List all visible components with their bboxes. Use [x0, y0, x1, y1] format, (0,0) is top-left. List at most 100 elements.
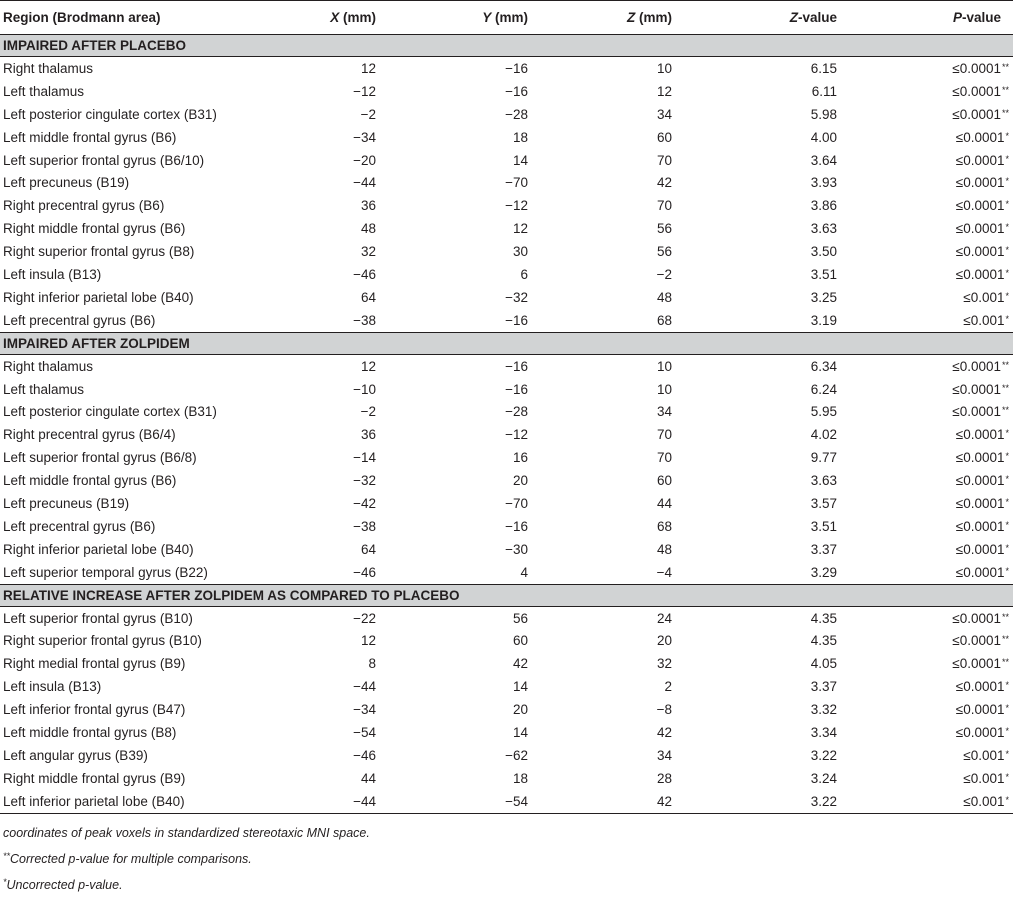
results-table: Region (Brodmann area) X (mm) Y (mm) Z (…: [0, 0, 1013, 814]
table-row: Right middle frontal gyrus (B9) 44 18 28 3.2…: [0, 767, 1013, 790]
cell-z: 70: [656, 450, 672, 466]
cell-region: Left thalamus: [3, 83, 85, 99]
header-p-var: P: [952, 10, 962, 25]
footnote-coordinates: coordinates of peak voxels in standardiz…: [3, 825, 370, 840]
cell-y: 42: [512, 656, 528, 672]
cell-p-value: ≤0.0001**: [841, 606, 1013, 629]
significance-mark: *: [1005, 222, 1009, 233]
cell-region: Right middle frontal gyrus (B9): [3, 770, 186, 786]
cell-x: 64: [360, 541, 376, 557]
cell-p-value: ≤0.0001*: [841, 217, 1013, 240]
cell-x: 8: [368, 656, 376, 672]
cell-region: Left insula (B13): [3, 266, 102, 282]
cell-region: Left middle frontal gyrus (B8): [3, 724, 177, 740]
significance-mark: **: [1001, 382, 1009, 393]
section-row: IMPAIRED AFTER PLACEBO: [0, 34, 1013, 57]
cell-z: 10: [656, 381, 672, 397]
cell-y: −16: [505, 518, 528, 534]
cell-region: Left insula (B13): [3, 679, 102, 695]
section-row: IMPAIRED AFTER ZOLPIDEM: [0, 331, 1013, 355]
cell-z: −4: [532, 560, 676, 585]
significance-mark: **: [1001, 657, 1009, 668]
cell-x: −12: [353, 83, 376, 99]
significance-mark: *: [1005, 542, 1009, 553]
p-value-text: ≤0.0001: [955, 724, 1005, 740]
table-row: Left superior frontal gyrus (B10) −22 56 24…: [0, 606, 1013, 629]
cell-p-value: ≤0.0001**: [841, 103, 1013, 126]
footnote-corrected-text: Corrected p-value for multiple compariso…: [10, 851, 252, 866]
footnote-uncorrected: *Uncorrected p-value.: [3, 871, 1013, 897]
cell-y: −28: [505, 404, 528, 420]
cell-x: −38: [300, 308, 380, 333]
cell-x: 36: [360, 198, 376, 214]
cell-x: −42: [353, 495, 376, 511]
table-row: Left posterior cingulate cortex (B31) −2 −…: [0, 103, 1013, 126]
cell-y: −16: [505, 83, 528, 99]
cell-z-value: 3.86: [810, 198, 837, 214]
significance-mark: *: [1005, 176, 1009, 187]
table-row: Left inferior parietal lobe (B40) −44 −54 4…: [0, 789, 1013, 814]
cell-y: −12: [505, 427, 528, 443]
header-row: Region (Brodmann area) X (mm) Y (mm) Z (…: [0, 0, 1013, 35]
cell-z-value: 3.19: [676, 308, 841, 333]
significance-mark: *: [1005, 313, 1009, 324]
header-p-value: P-value: [841, 0, 1013, 35]
cell-z-value: 3.37: [810, 541, 837, 557]
p-value-text: ≤0.0001: [952, 60, 1001, 76]
header-y-unit: (mm): [491, 10, 528, 25]
p-value-text: ≤0.001: [963, 770, 1005, 786]
cell-p-value: ≤0.0001**: [841, 652, 1013, 675]
cell-z: 34: [656, 747, 672, 763]
cell-p-value: ≤0.0001*: [841, 149, 1013, 172]
cell-region: Right thalamus: [3, 358, 94, 374]
p-value-text: ≤0.0001: [955, 564, 1005, 580]
cell-y: 18: [512, 129, 528, 145]
significance-mark: **: [1001, 107, 1009, 118]
cell-y: 14: [512, 724, 528, 740]
header-zv-var: Z: [789, 10, 798, 25]
p-value-text: ≤0.0001: [952, 358, 1001, 374]
p-value-text: ≤0.0001: [952, 656, 1001, 672]
cell-region: Left middle frontal gyrus (B6): [3, 473, 177, 489]
footnote-corrected: **Corrected p-value for multiple compari…: [3, 845, 1013, 871]
cell-region: Left middle frontal gyrus (B6): [3, 129, 177, 145]
p-value-text: ≤0.0001: [955, 129, 1005, 145]
cell-p-value: ≤0.0001**: [841, 400, 1013, 423]
table-row: Left superior frontal gyrus (B6/10) −20 14…: [0, 149, 1013, 172]
header-x-unit: (mm): [339, 10, 376, 25]
cell-p-value: ≤0.001*: [841, 789, 1013, 814]
cell-p-value: ≤0.0001*: [841, 171, 1013, 194]
cell-z-value: 6.11: [811, 83, 837, 99]
cell-x: 44: [360, 770, 376, 786]
cell-y: −28: [505, 106, 528, 122]
cell-y: −62: [505, 747, 528, 763]
cell-z-value: 9.77: [810, 450, 837, 466]
cell-y: 14: [512, 679, 528, 695]
cell-region: Left posterior cingulate cortex (B31): [3, 106, 217, 122]
cell-z: 48: [656, 289, 672, 305]
cell-p-value: ≤0.0001*: [841, 263, 1013, 286]
cell-x: −44: [353, 679, 376, 695]
significance-mark: *: [1005, 474, 1009, 485]
significance-mark: **: [1001, 611, 1009, 622]
cell-z: 10: [656, 358, 672, 374]
cell-p-value: ≤0.0001*: [841, 698, 1013, 721]
p-value-text: ≤0.0001: [955, 518, 1005, 534]
cell-z: 34: [656, 106, 672, 122]
cell-x: −14: [353, 450, 376, 466]
cell-z: 56: [656, 221, 672, 237]
cell-x: −54: [353, 724, 376, 740]
cell-z-value: 6.34: [810, 358, 837, 374]
cell-z: 48: [656, 541, 672, 557]
cell-x: −44: [300, 789, 380, 814]
significance-mark: *: [1005, 519, 1009, 530]
cell-z-value: 6.15: [810, 60, 837, 76]
table-row: Left inferior frontal gyrus (B47) −34 20 −8…: [0, 698, 1013, 721]
table-row: Left insula (B13) −46 6 −2 3.51 ≤0.0001*: [0, 263, 1013, 286]
cell-p-value: ≤0.0001*: [841, 126, 1013, 149]
cell-y: −70: [505, 495, 528, 511]
cell-region: Right precentral gyrus (B6/4): [3, 427, 176, 443]
cell-z-value: 3.24: [810, 770, 837, 786]
significance-mark: **: [1001, 359, 1009, 370]
cell-region: Right superior frontal gyrus (B10): [3, 633, 202, 649]
